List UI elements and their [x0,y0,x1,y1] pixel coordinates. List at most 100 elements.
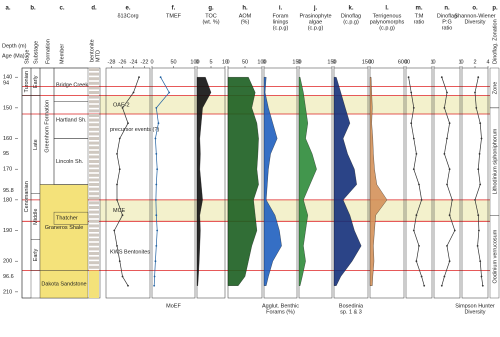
area [369,77,388,286]
point [474,198,476,201]
point [116,152,118,155]
point [443,275,446,278]
y-tick-label: 140 [3,75,12,81]
bottom-label: Diversity [464,309,485,315]
x-tick-label: 150 [327,59,336,65]
x-tick-label: 1500 [362,59,374,65]
lithology-bed [89,164,99,168]
point [410,122,413,125]
x-tick-label: 100 [257,59,266,65]
point [156,168,159,171]
point [477,76,480,79]
point [451,198,454,201]
point [480,137,483,140]
formation-label: Greenhorn Formation [44,100,50,153]
lithology-bed [89,233,99,237]
point [479,260,482,263]
event-label: MCE [113,208,126,214]
column-header: Dinoflag. Zonation [492,19,498,64]
point [407,76,410,79]
legend-label: MTD [95,50,101,62]
x-tick-label: -22 [141,59,149,65]
point [418,244,420,247]
lithology-bed [89,242,99,246]
lithology-bed [89,137,99,140]
lithology-bed [89,256,99,260]
x-tick-label: 150 [292,59,301,65]
point [480,275,483,278]
panel-title: P:G [442,19,451,25]
panel-title: (c.p.g) [273,25,289,31]
point [479,183,482,186]
member-label: Thatcher [56,216,78,222]
lithology-bed [89,72,99,76]
panel-title: (c.p.g) [308,25,324,31]
point [448,168,451,171]
point [118,137,121,140]
y-tick-label: 190 [3,228,12,234]
point [448,122,451,125]
lithology-bed [89,123,99,127]
column-letter: f. [172,6,176,12]
lithology-bed [89,206,99,209]
x-tick-label: 0 [432,59,435,65]
lithology-bed [89,81,99,85]
bottom-label: Simpson Hunter [455,303,495,309]
point [448,260,451,263]
column-letter: m. [415,6,422,12]
area [298,77,317,286]
lithology-bed [89,68,99,71]
point [116,244,118,247]
lithology-bed [89,91,99,94]
area [196,77,212,286]
x-tick-label: 2 [473,59,476,65]
lithology-bed [89,160,99,163]
panel-frame [433,67,461,299]
point [446,183,448,186]
lithology-bed [89,187,99,191]
point [440,284,443,287]
lithology-bed [89,141,99,145]
x-tick-label: 1 [458,59,461,65]
point [116,198,118,201]
lithology-bed [89,132,99,136]
formation-cell [39,270,89,299]
x-tick-label: 0 [404,59,407,65]
point [415,214,418,217]
lithology-bed [89,192,99,196]
column-letter: n. [444,6,450,12]
column-letter: h. [242,6,248,12]
substage-label: Early [33,249,39,262]
point [446,244,448,247]
area [333,77,362,286]
column-letter: i. [279,6,283,12]
age-label: 96.6 [3,274,14,280]
x-tick-label: -26 [119,59,127,65]
point [420,198,423,201]
substage-label: Early [33,75,39,88]
member-cell [53,211,89,225]
lithology-bed [89,183,99,186]
x-tick-label: 50 [242,59,248,65]
x-tick-label: 0 [332,59,335,65]
point [412,106,415,109]
lithology-bed [89,114,99,117]
lithology-bed [89,270,99,298]
panel-frame [405,67,433,299]
point [475,106,478,109]
column-header: Stage [24,50,30,64]
point [138,76,140,79]
age-label: 95 [3,151,9,157]
column-letter: c. [59,6,64,12]
point [453,229,456,232]
lithology-bed [89,238,99,242]
lithology-bed [89,252,99,255]
column-letter: g. [208,6,214,12]
point [121,275,124,278]
column-letter: e. [125,6,130,12]
point [157,122,160,125]
panel-frame [461,67,489,299]
point [412,137,415,140]
point [423,284,426,287]
panel-title: (c.p.g) [343,19,359,25]
